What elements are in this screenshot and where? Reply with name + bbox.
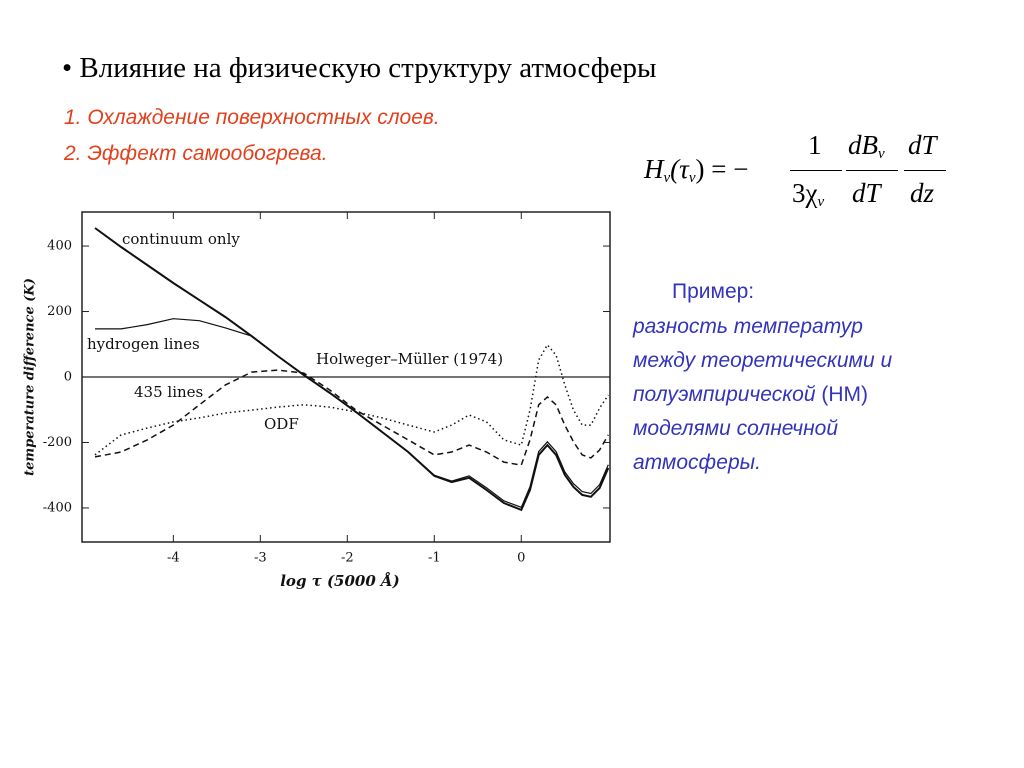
example-line: атмосферы. xyxy=(633,451,761,474)
series-label: 435 lines xyxy=(134,383,203,401)
formula-part: ν xyxy=(688,170,696,186)
example-line: полуэмпирической (НМ) xyxy=(633,383,868,407)
y-tick-label: -200 xyxy=(43,435,72,450)
y-tick-label: 200 xyxy=(47,304,72,319)
point: 2. Эффект самообогрева. xyxy=(64,142,328,165)
formula-part: dz xyxy=(910,178,935,208)
series-label: hydrogen lines xyxy=(87,335,200,353)
y-tick-label: -400 xyxy=(43,500,72,515)
formula-part: ν xyxy=(663,170,671,186)
formula-part: H xyxy=(644,154,664,184)
x-tick-label: 0 xyxy=(517,551,525,566)
series-label: continuum only xyxy=(122,230,240,248)
formula-part: (τ xyxy=(670,154,689,184)
example-line: между теоретическими и xyxy=(633,349,893,372)
formula-part: dB xyxy=(848,130,878,160)
formula-part: 1 xyxy=(808,130,822,160)
bullet-text: Влияние на физическую структуру атмосфер… xyxy=(79,52,657,84)
x-tick-label: -2 xyxy=(341,551,354,566)
formula-part: ν xyxy=(878,146,885,162)
point: 1. Охлаждение поверхностных слоев. xyxy=(64,106,440,129)
series-label: ODF xyxy=(264,415,299,433)
formula-part: dT xyxy=(852,178,881,208)
x-tick-label: -3 xyxy=(254,551,267,566)
example-title: Пример: xyxy=(672,280,755,303)
x-tick-label: -1 xyxy=(428,551,441,566)
bullet: • Влияние на физическую структуру атмосф… xyxy=(62,52,657,84)
y-tick-label: 400 xyxy=(47,239,72,254)
reference-label: Holweger–Müller (1974) xyxy=(316,350,503,368)
example-line: разность температур xyxy=(633,315,863,338)
formula: Hν(τν) = − 1 3χν dBν dT dT dz xyxy=(640,128,960,228)
example-line: моделями солнечной xyxy=(633,417,839,440)
formula-part: dT xyxy=(908,130,937,160)
y-tick-label: 0 xyxy=(64,370,72,385)
series-line xyxy=(94,227,610,512)
formula-part: ν xyxy=(817,194,825,210)
formula-part: ) = − xyxy=(695,154,749,184)
chart: log τ (5000 Å) temperature difference (K… xyxy=(23,211,611,590)
example-part: (НМ) xyxy=(821,383,869,406)
series-line xyxy=(94,343,609,456)
x-axis-label: log τ (5000 Å) xyxy=(280,572,400,590)
formula-part: 3χ xyxy=(792,178,818,208)
x-tick-label: -4 xyxy=(167,551,180,566)
series-line xyxy=(95,318,609,509)
y-axis-label: temperature difference (K) xyxy=(23,278,38,476)
example-part: полуэмпирической xyxy=(633,383,816,406)
series-line xyxy=(94,369,609,466)
